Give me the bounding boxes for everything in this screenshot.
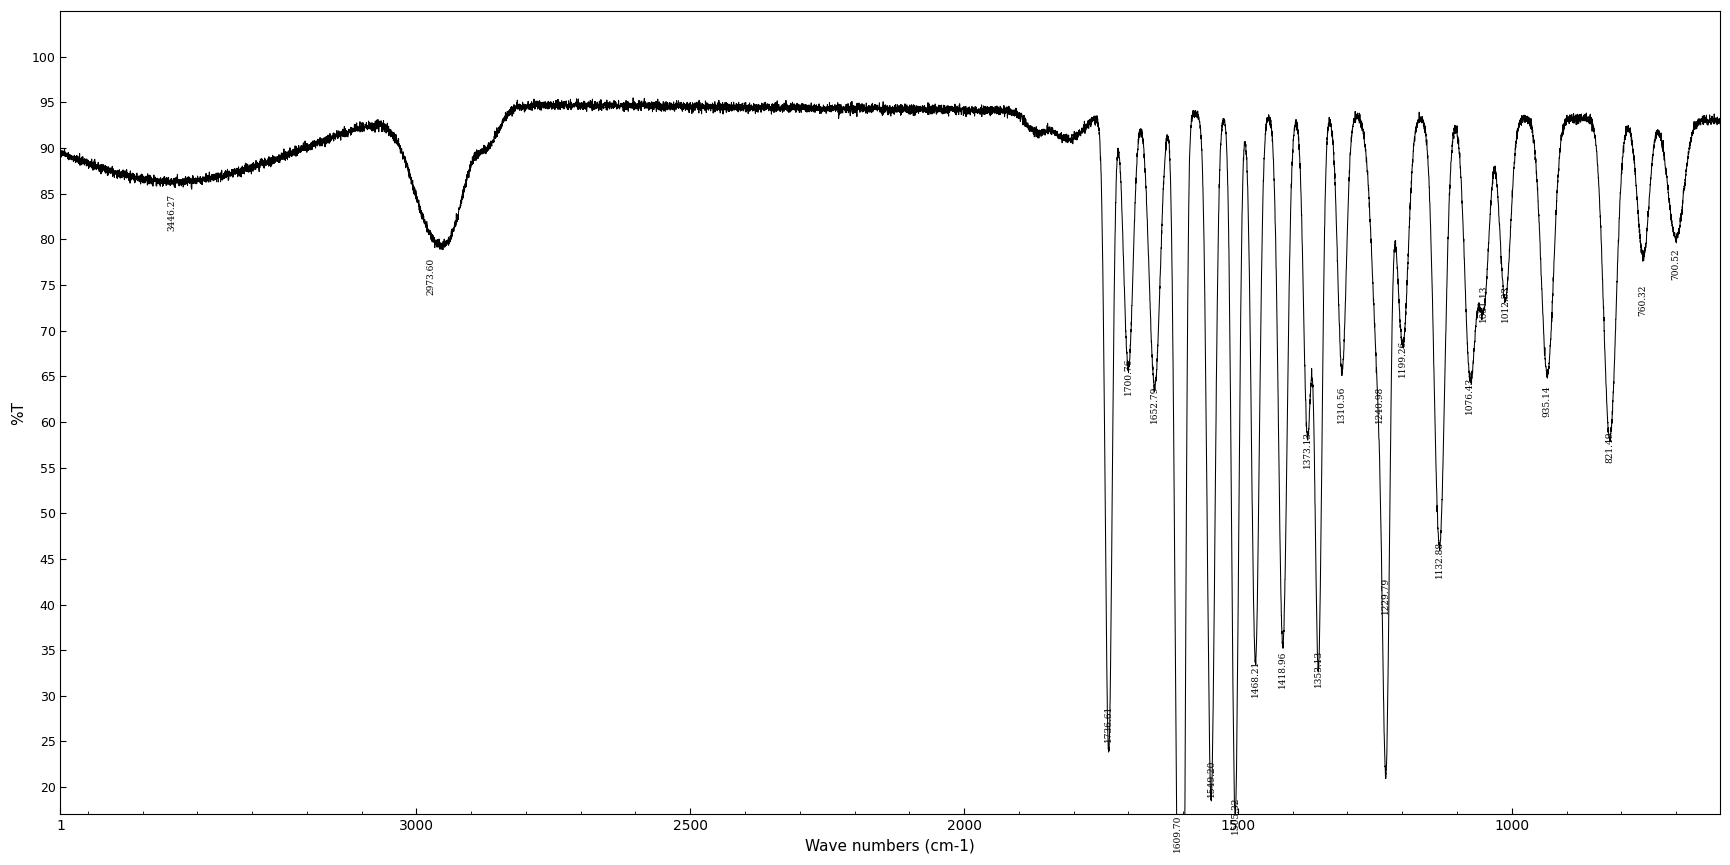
Text: 1199.26: 1199.26 xyxy=(1398,340,1406,377)
Text: 1229.79: 1229.79 xyxy=(1381,577,1389,614)
Text: 1736.61: 1736.61 xyxy=(1104,705,1112,742)
Text: 1652.79: 1652.79 xyxy=(1149,386,1157,423)
Text: 1051.13: 1051.13 xyxy=(1479,285,1488,323)
Text: 1076.43: 1076.43 xyxy=(1465,376,1474,413)
Text: 1373.13: 1373.13 xyxy=(1303,431,1311,468)
Text: 700.52: 700.52 xyxy=(1671,248,1680,280)
Text: 821.49: 821.49 xyxy=(1604,431,1612,463)
Text: 2973.60: 2973.60 xyxy=(426,258,436,295)
Text: 1132.88: 1132.88 xyxy=(1434,541,1443,578)
Y-axis label: %T: %T xyxy=(10,400,26,425)
Text: 1549.20: 1549.20 xyxy=(1206,759,1214,797)
Text: 1700.76: 1700.76 xyxy=(1123,358,1131,395)
Text: 3446.27: 3446.27 xyxy=(168,194,176,231)
Text: 1609.70: 1609.70 xyxy=(1173,815,1182,852)
Text: 1468.21: 1468.21 xyxy=(1251,659,1259,696)
Text: 1310.56: 1310.56 xyxy=(1336,386,1346,423)
Text: 1012.33: 1012.33 xyxy=(1500,285,1509,322)
Text: 1418.96: 1418.96 xyxy=(1277,650,1285,688)
X-axis label: Wave numbers (cm-1): Wave numbers (cm-1) xyxy=(804,839,974,854)
Text: 1505.32: 1505.32 xyxy=(1230,796,1239,834)
Text: 760.32: 760.32 xyxy=(1638,285,1647,317)
Text: 935.14: 935.14 xyxy=(1541,386,1550,417)
Text: 1240.98: 1240.98 xyxy=(1375,386,1384,423)
Text: 1353.13: 1353.13 xyxy=(1313,650,1322,688)
